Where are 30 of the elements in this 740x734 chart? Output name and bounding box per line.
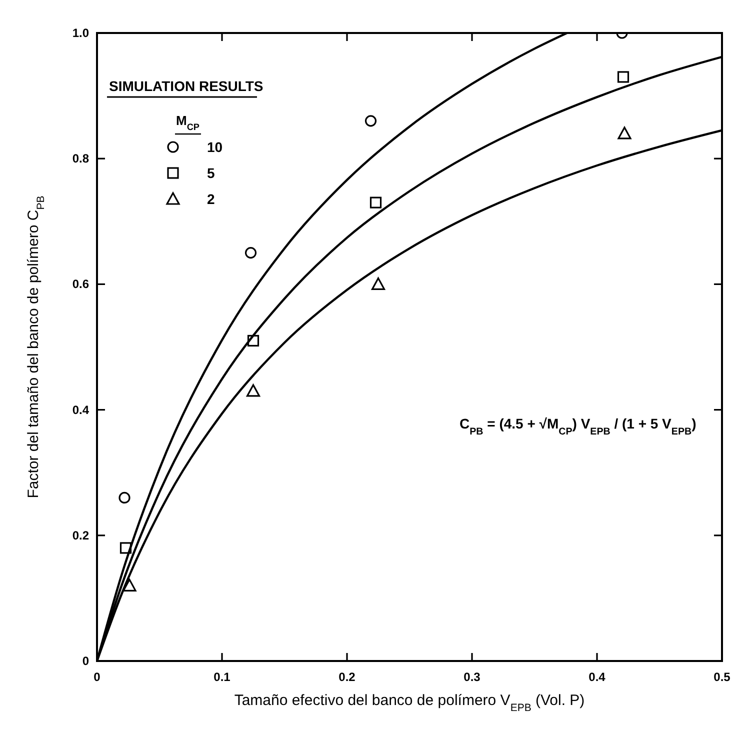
x-tick-label: 0.1 [214, 670, 231, 684]
y-tick-label: 0 [82, 654, 90, 668]
point [118, 492, 130, 504]
text: C$_{PB}$ = (4.5 + √M$_{CP}$) V$_{EPB}$ / (1 + 5 V$_{EPB}$) [460, 416, 696, 438]
y-tick-label: 1.0 [72, 26, 90, 40]
x-tick-label: 0.5 [714, 670, 731, 684]
x-axis-title: Tamaño efectivo del banco de polímero V$_{EPB}$ (Vol. P) [234, 692, 585, 714]
y-tick-label: 0.8 [72, 152, 90, 166]
y-tick-label: 0.6 [72, 277, 90, 292]
point [370, 196, 382, 208]
x-tick-label: 0.2 [338, 670, 356, 684]
y-tick-label: 0.4 [72, 402, 90, 417]
y-tick-label: 0.2 [72, 528, 90, 542]
legend-title: M$_{CP}$ [176, 113, 200, 132]
x-tick-label: 0.4 [588, 670, 606, 684]
point [371, 277, 386, 290]
legend-label: 2 [207, 191, 215, 207]
point [246, 384, 260, 397]
x-tick-label: 0 [94, 670, 101, 684]
point [244, 247, 257, 259]
point [364, 115, 377, 127]
point [617, 71, 630, 83]
point [618, 126, 632, 140]
legend-label: 10 [207, 139, 223, 155]
legend-label: 5 [207, 165, 215, 181]
annotation: SIMULATION RESULTS [109, 78, 264, 94]
x-tick-label: 0.3 [464, 670, 481, 684]
point [122, 578, 136, 592]
point [120, 542, 132, 554]
point [247, 334, 260, 347]
